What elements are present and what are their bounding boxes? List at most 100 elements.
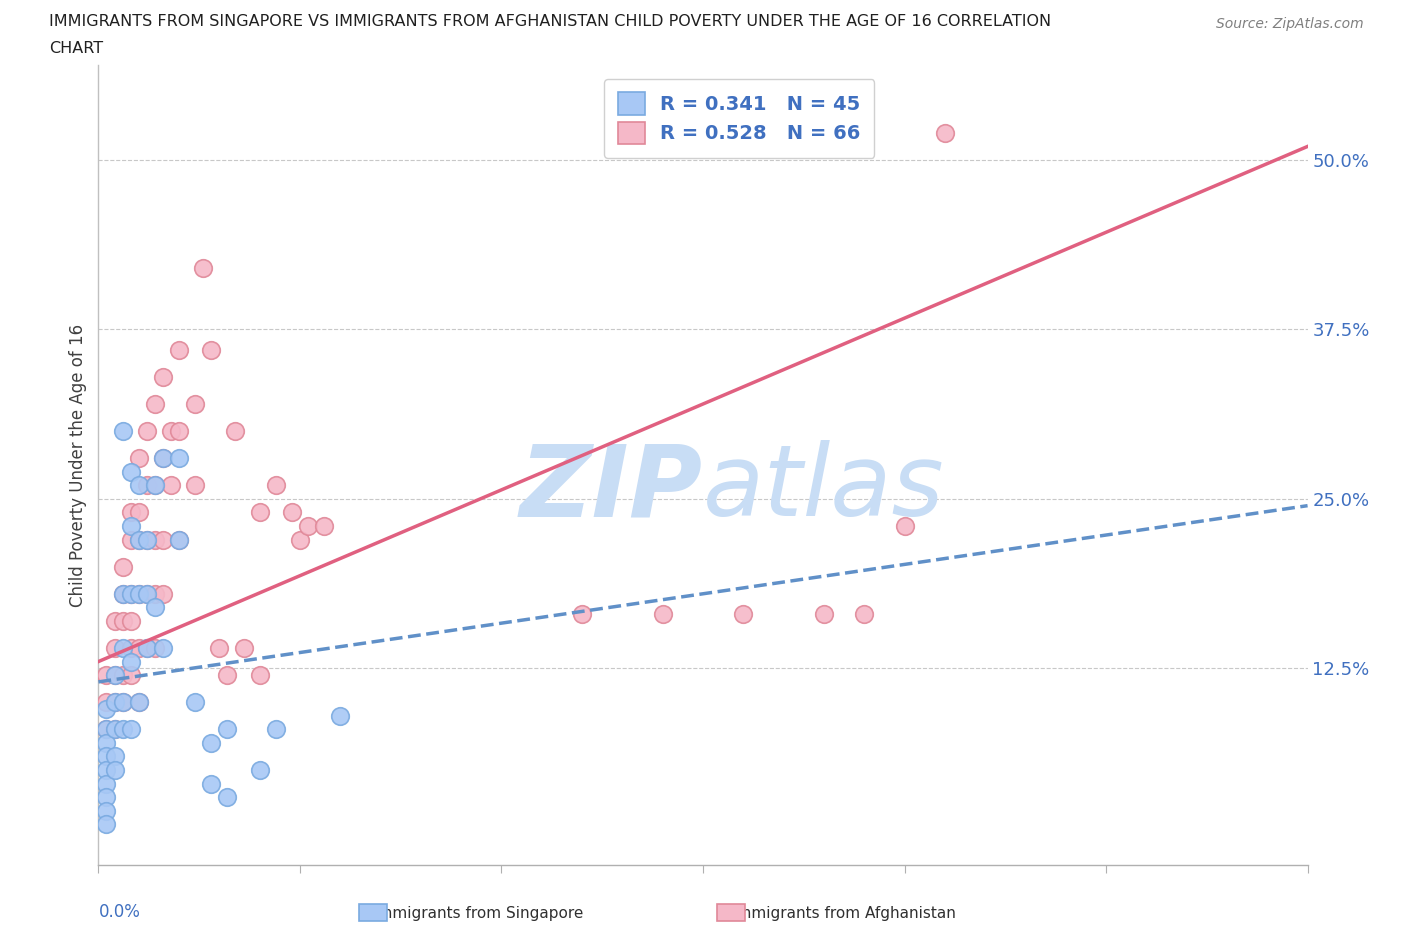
Point: [893, 519, 915, 534]
Point: [651, 606, 673, 621]
Point: [934, 126, 956, 140]
Point: [135, 641, 157, 656]
Point: [103, 763, 125, 777]
Point: [217, 722, 239, 737]
Point: [143, 600, 166, 615]
Point: [111, 641, 134, 656]
Point: [264, 722, 287, 737]
Text: CHART: CHART: [49, 41, 103, 56]
Point: [96, 695, 118, 710]
Point: [135, 424, 157, 439]
Point: [232, 641, 254, 656]
Point: [111, 424, 134, 439]
Point: [152, 369, 174, 384]
Text: Source: ZipAtlas.com: Source: ZipAtlas.com: [1216, 17, 1364, 31]
Point: [184, 695, 207, 710]
Point: [264, 478, 287, 493]
Point: [135, 532, 157, 547]
Point: [111, 586, 134, 601]
Text: ZIP: ZIP: [520, 441, 703, 538]
Point: [571, 606, 593, 621]
Point: [167, 532, 190, 547]
Point: [103, 722, 125, 737]
Point: [120, 668, 142, 683]
Point: [853, 606, 876, 621]
Point: [200, 342, 222, 357]
Point: [96, 736, 118, 751]
Point: [135, 641, 157, 656]
Point: [143, 478, 166, 493]
Point: [152, 586, 174, 601]
Y-axis label: Child Poverty Under the Age of 16: Child Poverty Under the Age of 16: [69, 324, 87, 606]
Point: [160, 424, 183, 439]
Point: [249, 668, 271, 683]
Point: [96, 749, 118, 764]
Point: [103, 749, 125, 764]
Point: [120, 722, 142, 737]
Text: 0.0%: 0.0%: [98, 903, 141, 922]
Text: IMMIGRANTS FROM SINGAPORE VS IMMIGRANTS FROM AFGHANISTAN CHILD POVERTY UNDER THE: IMMIGRANTS FROM SINGAPORE VS IMMIGRANTS …: [49, 14, 1052, 29]
Point: [128, 478, 150, 493]
Text: Immigrants from Afghanistan: Immigrants from Afghanistan: [731, 906, 956, 921]
Point: [224, 424, 246, 439]
Point: [120, 586, 142, 601]
Point: [120, 505, 142, 520]
Point: [167, 532, 190, 547]
Point: [152, 532, 174, 547]
Point: [184, 478, 207, 493]
Point: [135, 586, 157, 601]
Point: [128, 586, 150, 601]
Point: [167, 424, 190, 439]
Point: [152, 641, 174, 656]
Point: [128, 505, 150, 520]
Point: [111, 695, 134, 710]
Point: [128, 451, 150, 466]
Point: [111, 586, 134, 601]
Point: [103, 614, 125, 629]
Point: [200, 777, 222, 791]
Point: [96, 817, 118, 831]
Point: [128, 641, 150, 656]
Point: [96, 668, 118, 683]
Legend: R = 0.341   N = 45, R = 0.528   N = 66: R = 0.341 N = 45, R = 0.528 N = 66: [605, 79, 875, 158]
Point: [128, 532, 150, 547]
Point: [120, 464, 142, 479]
Point: [128, 586, 150, 601]
Point: [120, 654, 142, 669]
Point: [103, 722, 125, 737]
Point: [135, 532, 157, 547]
Point: [281, 505, 304, 520]
Point: [135, 478, 157, 493]
Point: [96, 722, 118, 737]
Point: [200, 736, 222, 751]
Point: [249, 505, 271, 520]
Point: [128, 532, 150, 547]
Point: [217, 668, 239, 683]
Point: [96, 763, 118, 777]
Point: [96, 790, 118, 804]
Point: [288, 532, 311, 547]
Point: [103, 668, 125, 683]
Point: [143, 478, 166, 493]
Point: [143, 586, 166, 601]
Point: [120, 532, 142, 547]
Point: [167, 451, 190, 466]
Point: [128, 695, 150, 710]
Point: [208, 641, 231, 656]
Point: [135, 586, 157, 601]
Point: [184, 396, 207, 411]
Point: [96, 777, 118, 791]
Point: [120, 641, 142, 656]
Point: [297, 519, 319, 534]
Point: [143, 532, 166, 547]
Point: [111, 614, 134, 629]
Point: [96, 722, 118, 737]
Point: [217, 790, 239, 804]
Point: [143, 396, 166, 411]
Point: [111, 668, 134, 683]
Point: [152, 451, 174, 466]
Point: [111, 559, 134, 574]
Point: [120, 519, 142, 534]
Text: atlas: atlas: [703, 441, 945, 538]
Point: [103, 695, 125, 710]
